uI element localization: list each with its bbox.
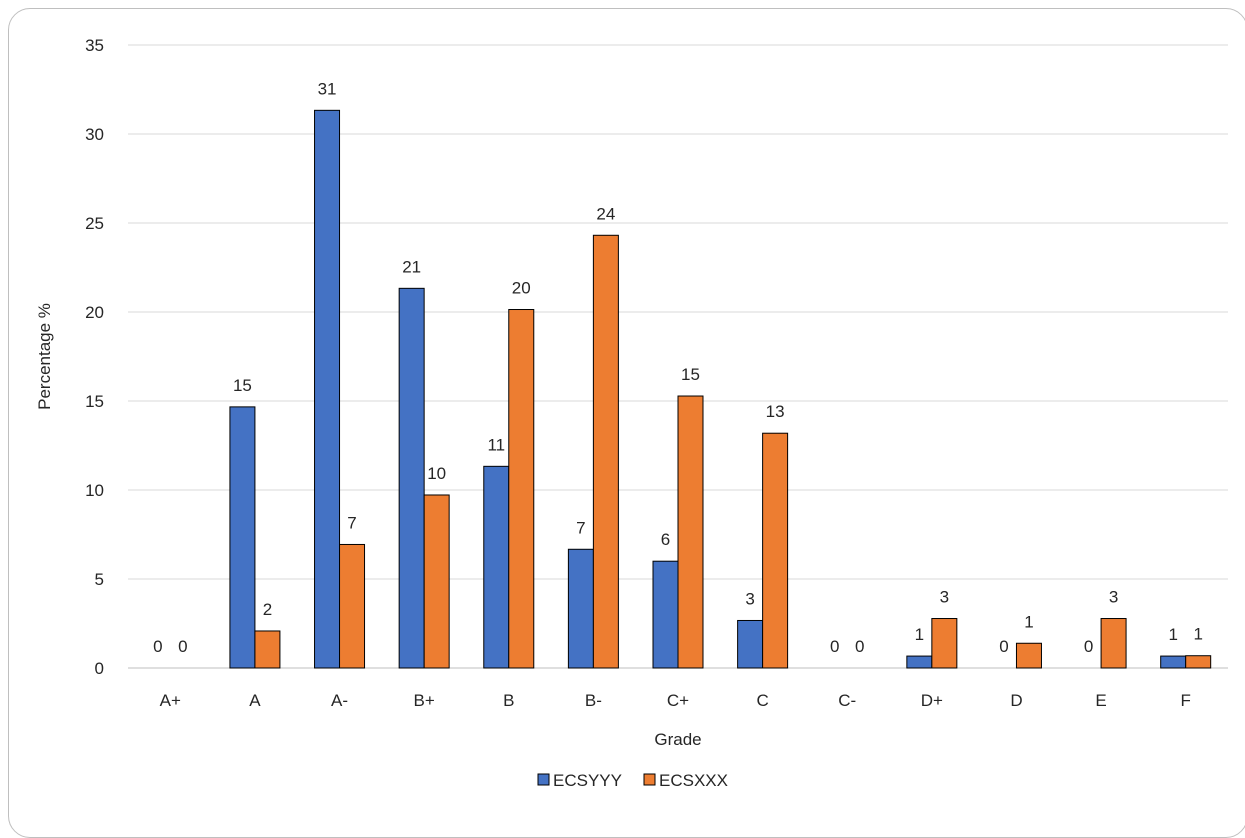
legend-label: ECSXXX xyxy=(659,771,728,790)
data-label: 24 xyxy=(596,204,615,223)
x-tick-label: A xyxy=(249,691,261,710)
y-tick-label: 25 xyxy=(85,214,104,233)
data-label: 13 xyxy=(766,402,785,421)
bar-ecsxxx xyxy=(1185,655,1212,669)
y-tick-label: 10 xyxy=(85,481,104,500)
bar-ecsxxx xyxy=(677,395,704,669)
x-tick-label: B xyxy=(503,691,514,710)
data-label: 7 xyxy=(347,513,356,532)
bar-ecsxxx xyxy=(762,432,789,669)
y-tick-label: 15 xyxy=(85,392,104,411)
bar-ecsxxx xyxy=(508,309,535,669)
data-label: 1 xyxy=(1168,625,1177,644)
bar-ecsxxx xyxy=(423,494,450,669)
bar-ecsxxx xyxy=(254,630,281,669)
bar-ecsxxx xyxy=(592,234,619,669)
data-label: 0 xyxy=(1084,637,1093,656)
data-label: 15 xyxy=(233,376,252,395)
x-tick-label: C- xyxy=(838,691,856,710)
data-label: 0 xyxy=(830,637,839,656)
x-tick-label: D xyxy=(1010,691,1022,710)
data-label: 3 xyxy=(1109,588,1118,607)
bar-ecsxxx xyxy=(931,618,958,669)
y-tick-label: 20 xyxy=(85,303,104,322)
data-label: 0 xyxy=(153,637,162,656)
x-tick-label: A+ xyxy=(160,691,181,710)
bar-ecsxxx xyxy=(1015,642,1042,669)
x-tick-label: A- xyxy=(331,691,348,710)
y-tick-label: 30 xyxy=(85,125,104,144)
data-label: 10 xyxy=(427,464,446,483)
legend: ECSYYY ECSXXX xyxy=(537,771,728,790)
bars xyxy=(229,109,1212,669)
data-label: 1 xyxy=(1193,625,1202,644)
bar-ecsyyy xyxy=(483,465,510,669)
bar-ecsyyy xyxy=(906,655,933,669)
data-label: 0 xyxy=(855,637,864,656)
bar-ecsyyy xyxy=(314,109,341,669)
data-label: 0 xyxy=(999,637,1008,656)
data-label: 21 xyxy=(402,257,421,276)
legend-swatch xyxy=(537,773,550,786)
data-label: 20 xyxy=(512,279,531,298)
bar-ecsyyy xyxy=(1160,655,1187,669)
x-tick-label: F xyxy=(1180,691,1190,710)
data-label: 11 xyxy=(487,435,505,454)
data-label: 3 xyxy=(745,589,754,608)
x-tick-label: C+ xyxy=(667,691,689,710)
data-label: 31 xyxy=(318,79,337,98)
x-tick-label: B+ xyxy=(414,691,435,710)
bar-ecsyyy xyxy=(652,560,679,669)
y-tick-label: 5 xyxy=(95,570,104,589)
y-axis-ticks: 0 5 10 15 20 25 30 35 xyxy=(85,36,104,678)
data-label: 6 xyxy=(661,530,670,549)
x-tick-label: C xyxy=(756,691,768,710)
legend-swatch xyxy=(643,773,656,786)
bar-ecsyyy xyxy=(567,548,594,669)
bar-ecsyyy xyxy=(229,406,256,669)
x-axis-ticks: A+ A A- B+ B B- C+ C C- D+ D E F xyxy=(160,691,1191,710)
bar-ecsyyy xyxy=(398,287,425,669)
data-label: 7 xyxy=(576,518,585,537)
x-tick-label: B- xyxy=(585,691,602,710)
y-tick-label: 35 xyxy=(85,36,104,55)
bar-ecsyyy xyxy=(737,619,764,669)
data-label: 2 xyxy=(263,600,272,619)
data-label: 1 xyxy=(915,625,924,644)
bar-ecsxxx xyxy=(339,543,366,669)
legend-label: ECSYYY xyxy=(553,771,622,790)
data-label: 15 xyxy=(681,365,700,384)
data-label: 0 xyxy=(178,637,187,656)
x-axis-title: Grade xyxy=(654,730,701,749)
x-tick-label: E xyxy=(1095,691,1106,710)
x-tick-label: D+ xyxy=(921,691,943,710)
data-label: 1 xyxy=(1024,612,1033,631)
data-label: 3 xyxy=(940,588,949,607)
y-axis-title: Percentage % xyxy=(35,303,54,410)
bar-ecsxxx xyxy=(1100,618,1127,669)
y-tick-label: 0 xyxy=(95,659,104,678)
